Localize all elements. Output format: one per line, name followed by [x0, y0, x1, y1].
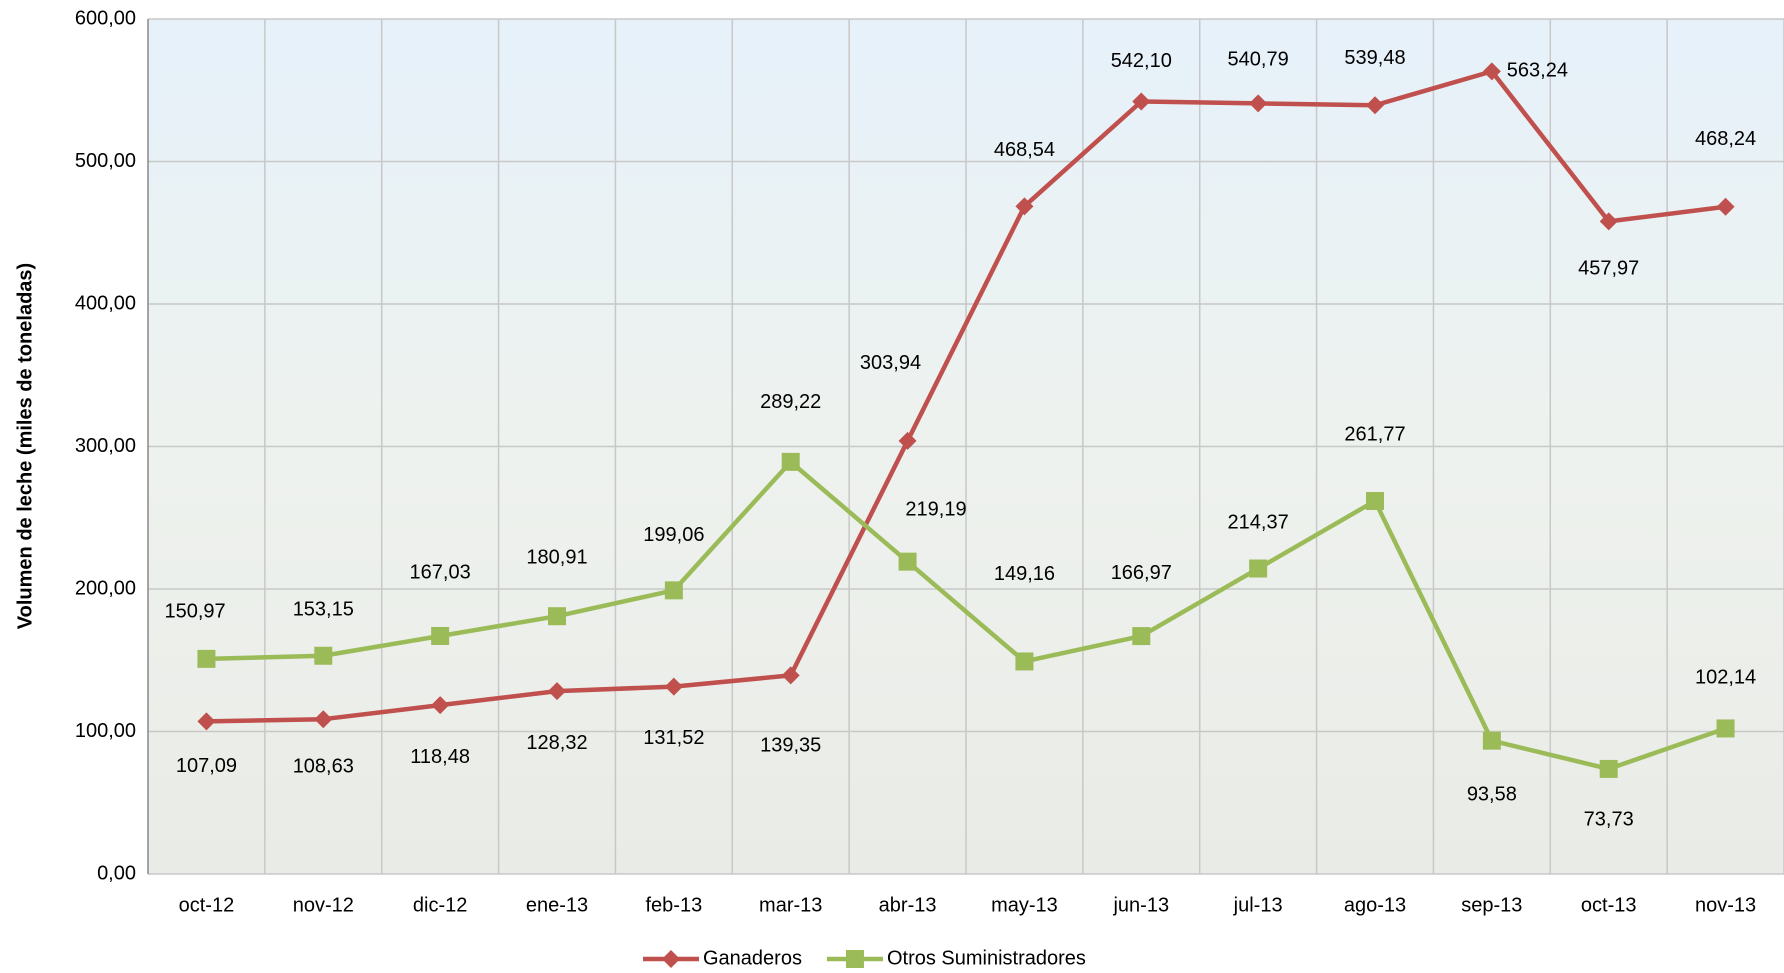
x-tick-label: may-13 — [991, 894, 1058, 916]
marker — [431, 696, 450, 715]
marker — [314, 646, 333, 665]
x-tick-label: dic-12 — [413, 894, 467, 916]
data-label: 128,32 — [526, 732, 587, 754]
marker — [1599, 759, 1618, 778]
marker — [431, 626, 450, 645]
marker — [1482, 62, 1501, 81]
marker — [1482, 731, 1501, 750]
x-tick-label: oct-13 — [1581, 894, 1637, 916]
data-label: 167,03 — [410, 562, 471, 584]
series-line — [206, 459, 1727, 772]
data-label: 118,48 — [410, 746, 470, 768]
data-label: 261,77 — [1344, 423, 1405, 445]
data-label: 542,10 — [1111, 50, 1172, 72]
y-tick-label: 100,00 — [75, 720, 136, 742]
y-tick-label: 0,00 — [97, 862, 136, 884]
marker — [197, 649, 216, 668]
data-label: 563,24 — [1507, 60, 1568, 82]
data-label: 457,97 — [1578, 257, 1639, 279]
legend-marker — [662, 950, 680, 968]
y-tick-label: 500,00 — [75, 150, 136, 172]
y-tick-label: 600,00 — [75, 7, 136, 29]
data-label: 219,19 — [905, 499, 966, 521]
data-label: 303,94 — [860, 352, 921, 374]
y-tick-label: 200,00 — [75, 577, 136, 599]
data-label: 102,14 — [1695, 667, 1756, 689]
data-label: 107,09 — [176, 755, 237, 777]
data-label: 153,15 — [293, 599, 354, 621]
data-label: 199,06 — [643, 524, 704, 546]
x-tick-label: feb-13 — [645, 894, 702, 916]
legend-marker — [845, 950, 864, 968]
data-label: 468,24 — [1695, 128, 1756, 150]
marker — [548, 682, 566, 701]
marker — [1249, 559, 1268, 578]
x-tick-label: jun-13 — [1112, 894, 1169, 916]
x-tick-label: ene-13 — [526, 894, 588, 916]
data-label: 150,97 — [164, 600, 225, 622]
data-label: 131,52 — [643, 727, 704, 749]
legend-label: Otros Suministradores — [887, 947, 1086, 969]
marker — [314, 710, 333, 729]
marker — [664, 677, 683, 696]
marker — [898, 431, 917, 450]
data-label: 468,54 — [994, 139, 1055, 161]
marker — [1132, 92, 1151, 111]
x-tick-label: nov-12 — [293, 894, 354, 916]
y-tick-label: 400,00 — [75, 292, 136, 314]
data-label: 139,35 — [760, 734, 821, 756]
marker — [898, 552, 917, 571]
data-label: 540,79 — [1228, 48, 1289, 70]
y-axis-title: Volumen de leche (miles de toneladas) — [14, 263, 36, 629]
data-label: 93,58 — [1467, 784, 1517, 806]
marker — [664, 581, 683, 600]
marker — [1015, 197, 1034, 216]
data-label: 73,73 — [1584, 808, 1634, 830]
marker — [1366, 491, 1384, 510]
marker — [1599, 212, 1618, 231]
x-tick-label: nov-13 — [1695, 894, 1756, 916]
marker — [1015, 652, 1034, 671]
data-label: 180,91 — [526, 546, 587, 568]
series-line — [206, 69, 1726, 724]
marker — [197, 712, 216, 731]
marker — [1716, 719, 1735, 738]
x-tick-label: mar-13 — [759, 894, 822, 916]
marker — [1366, 96, 1384, 115]
x-tick-label: abr-13 — [879, 894, 937, 916]
data-label: 539,48 — [1344, 47, 1405, 69]
marker — [1132, 627, 1151, 646]
x-tick-label: sep-13 — [1461, 894, 1522, 916]
data-label: 108,63 — [293, 755, 354, 777]
y-tick-label: 300,00 — [75, 435, 136, 457]
marker — [781, 666, 800, 685]
data-label: 289,22 — [760, 391, 821, 413]
x-tick-label: ago-13 — [1344, 894, 1406, 916]
marker — [1716, 197, 1735, 216]
data-label: 214,37 — [1228, 511, 1289, 533]
data-label: 149,16 — [994, 563, 1055, 585]
x-tick-label: oct-12 — [179, 894, 235, 916]
legend-label: Ganaderos — [703, 947, 802, 969]
marker — [1249, 94, 1268, 113]
data-label: 166,97 — [1111, 562, 1172, 584]
marker — [548, 607, 566, 626]
x-tick-label: jul-13 — [1233, 894, 1283, 916]
marker — [781, 452, 800, 471]
